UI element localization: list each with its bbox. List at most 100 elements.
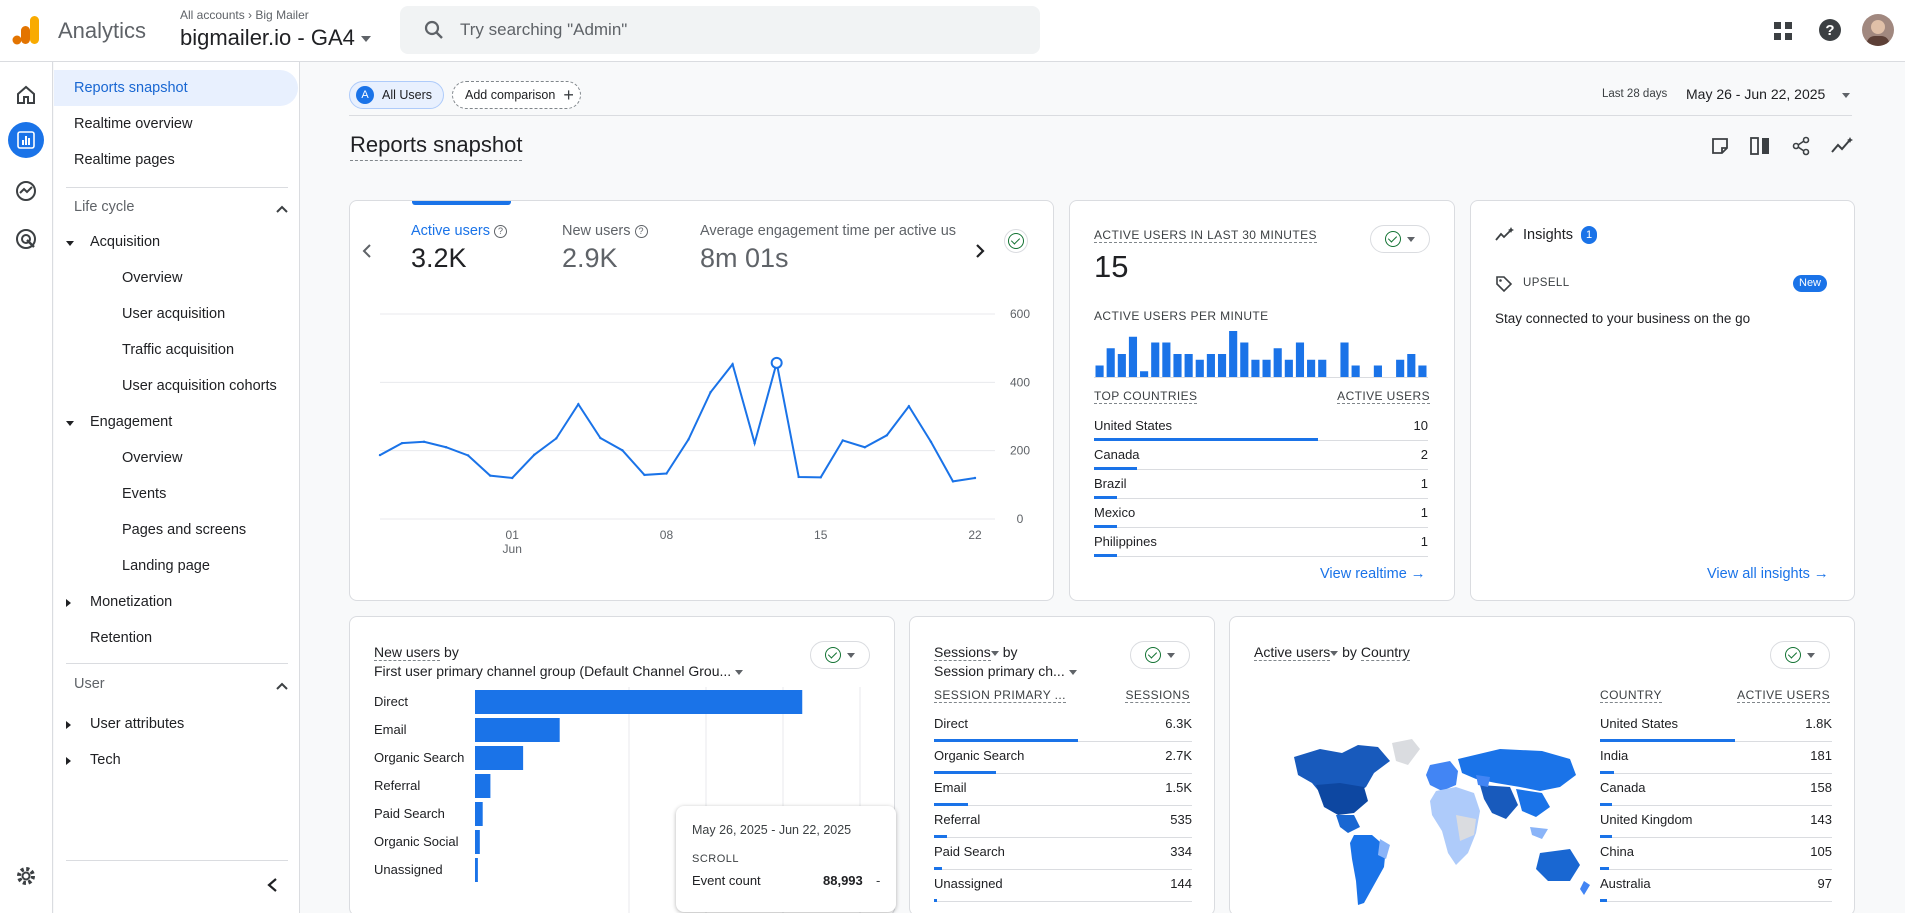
data-point[interactable] <box>444 446 448 449</box>
table-row[interactable]: United Kingdom 143 <box>1600 806 1832 838</box>
chevron-left-icon[interactable] <box>362 243 372 262</box>
minute-bar[interactable] <box>1240 342 1249 378</box>
dimension-selector[interactable]: First user primary channel group (Defaul… <box>374 663 744 679</box>
apps-grid-icon[interactable] <box>1770 18 1796 44</box>
channel-bar[interactable] <box>475 858 478 882</box>
data-point[interactable] <box>907 405 911 408</box>
minute-bar[interactable] <box>1396 359 1405 377</box>
card-metric[interactable]: New users <box>374 644 441 661</box>
insights-sparkline-icon[interactable] <box>1829 134 1855 158</box>
minute-bar[interactable] <box>1351 365 1360 378</box>
minute-bar[interactable] <box>1262 359 1271 377</box>
expand-acquisition-icon[interactable] <box>66 241 74 246</box>
data-point[interactable] <box>665 472 668 475</box>
minute-bar[interactable] <box>1106 348 1115 377</box>
caret-down-icon[interactable] <box>990 650 999 656</box>
data-point[interactable] <box>643 473 646 477</box>
table-row[interactable]: Organic Search 2.7K <box>934 742 1192 774</box>
nav-item-events[interactable]: Events <box>122 486 167 502</box>
data-point[interactable] <box>577 403 580 406</box>
data-point[interactable] <box>709 391 712 394</box>
metric-tab-active-users[interactable]: Active users ? 3.2K <box>411 223 508 274</box>
view-all-insights-link[interactable]: View all insights → <box>1707 565 1829 582</box>
breadcrumb-root[interactable]: All accounts <box>180 8 245 22</box>
data-point[interactable] <box>819 476 822 479</box>
data-point[interactable] <box>973 476 977 480</box>
dimension-selector[interactable]: Session primary ch... <box>934 663 1077 679</box>
data-point[interactable] <box>885 434 889 437</box>
data-point[interactable] <box>841 439 844 442</box>
minute-bar[interactable] <box>1407 354 1416 377</box>
minute-bar[interactable] <box>1284 359 1293 377</box>
breadcrumb[interactable]: All accounts › Big Mailer <box>180 8 309 22</box>
data-point[interactable] <box>731 363 734 366</box>
minute-bar[interactable] <box>1318 359 1327 377</box>
add-comparison-button[interactable]: Add comparison + <box>452 81 581 109</box>
section-user[interactable]: User <box>74 676 105 692</box>
minute-bar[interactable] <box>1217 354 1227 377</box>
table-row[interactable]: Unassigned 144 <box>934 870 1192 902</box>
minute-bar[interactable] <box>1418 365 1427 378</box>
chevron-up-icon[interactable] <box>276 201 288 217</box>
edit-note-icon[interactable] <box>1708 134 1732 158</box>
minute-bar[interactable] <box>1117 354 1126 377</box>
search-bar[interactable] <box>400 6 1040 54</box>
segment-chip-all-users[interactable]: A All Users <box>349 81 444 109</box>
minute-bar[interactable] <box>1251 359 1260 377</box>
metric-tab-avg-engagement[interactable]: Average engagement time per active us 8m… <box>700 223 962 274</box>
minute-bar[interactable] <box>1095 365 1104 378</box>
compare-icon[interactable] <box>1748 134 1772 158</box>
data-point[interactable] <box>687 438 690 441</box>
expand-user-attributes-icon[interactable] <box>66 721 71 729</box>
table-row[interactable]: Mexico 1 <box>1094 499 1428 528</box>
minute-bar[interactable] <box>1229 331 1238 377</box>
table-row[interactable]: Brazil 1 <box>1094 470 1428 499</box>
card-quality-dropdown[interactable] <box>1770 641 1830 669</box>
minute-bar[interactable] <box>1273 348 1282 377</box>
expand-engagement-icon[interactable] <box>66 421 74 426</box>
minute-bar[interactable] <box>1195 359 1204 377</box>
data-point[interactable] <box>621 449 624 452</box>
dimension-label[interactable]: Country <box>1360 644 1410 661</box>
avatar[interactable] <box>1862 14 1894 46</box>
data-point[interactable] <box>555 437 558 440</box>
data-point[interactable] <box>753 441 756 445</box>
chevron-right-icon[interactable] <box>975 243 985 262</box>
channel-bar[interactable] <box>475 718 560 742</box>
nav-group-acquisition[interactable]: Acquisition <box>90 234 161 250</box>
view-realtime-link[interactable]: View realtime → <box>1320 565 1426 582</box>
table-row[interactable]: United States 1.8K <box>1600 710 1832 742</box>
nav-item-reports-snapshot[interactable]: Reports snapshot <box>74 80 188 96</box>
table-row[interactable]: Direct 6.3K <box>934 710 1192 742</box>
minute-bar[interactable] <box>1128 336 1138 377</box>
nav-item-user-acquisition-cohorts[interactable]: User acquisition cohorts <box>122 378 277 394</box>
data-point[interactable] <box>400 441 404 445</box>
date-range-picker[interactable]: May 26 - Jun 22, 2025 <box>1686 86 1826 102</box>
search-input[interactable] <box>460 6 1020 54</box>
nav-item-realtime-overview[interactable]: Realtime overview <box>74 116 193 132</box>
breadcrumb-account[interactable]: Big Mailer <box>255 8 309 22</box>
nav-item-traffic-acquisition[interactable]: Traffic acquisition <box>122 342 235 358</box>
home-icon[interactable] <box>11 80 41 110</box>
analytics-logo-icon[interactable] <box>12 14 42 46</box>
nav-group-engagement[interactable]: Engagement <box>90 414 173 430</box>
channel-bar[interactable] <box>475 774 491 798</box>
table-row[interactable]: Paid Search 334 <box>934 838 1192 870</box>
table-row[interactable]: Canada 158 <box>1600 774 1832 806</box>
caret-down-icon[interactable] <box>1330 650 1339 656</box>
nav-group-user-attributes[interactable]: User attributes <box>90 716 185 732</box>
nav-item-realtime-pages[interactable]: Realtime pages <box>74 152 175 168</box>
explore-icon[interactable] <box>11 176 41 206</box>
table-row[interactable]: Referral 535 <box>934 806 1192 838</box>
card-quality-dropdown[interactable] <box>810 641 870 669</box>
data-quality-check-icon[interactable] <box>1004 229 1028 253</box>
nav-group-tech[interactable]: Tech <box>90 752 121 768</box>
metric-tab-new-users[interactable]: New users ? 2.9K <box>562 223 648 274</box>
table-row[interactable]: India 181 <box>1600 742 1832 774</box>
nav-item-landing-page[interactable]: Landing page <box>122 558 210 574</box>
nav-item-retention[interactable]: Retention <box>90 630 153 646</box>
minute-bar[interactable] <box>1307 359 1316 377</box>
data-point[interactable] <box>797 475 800 479</box>
data-point[interactable] <box>422 440 426 443</box>
channel-bar[interactable] <box>475 802 483 826</box>
